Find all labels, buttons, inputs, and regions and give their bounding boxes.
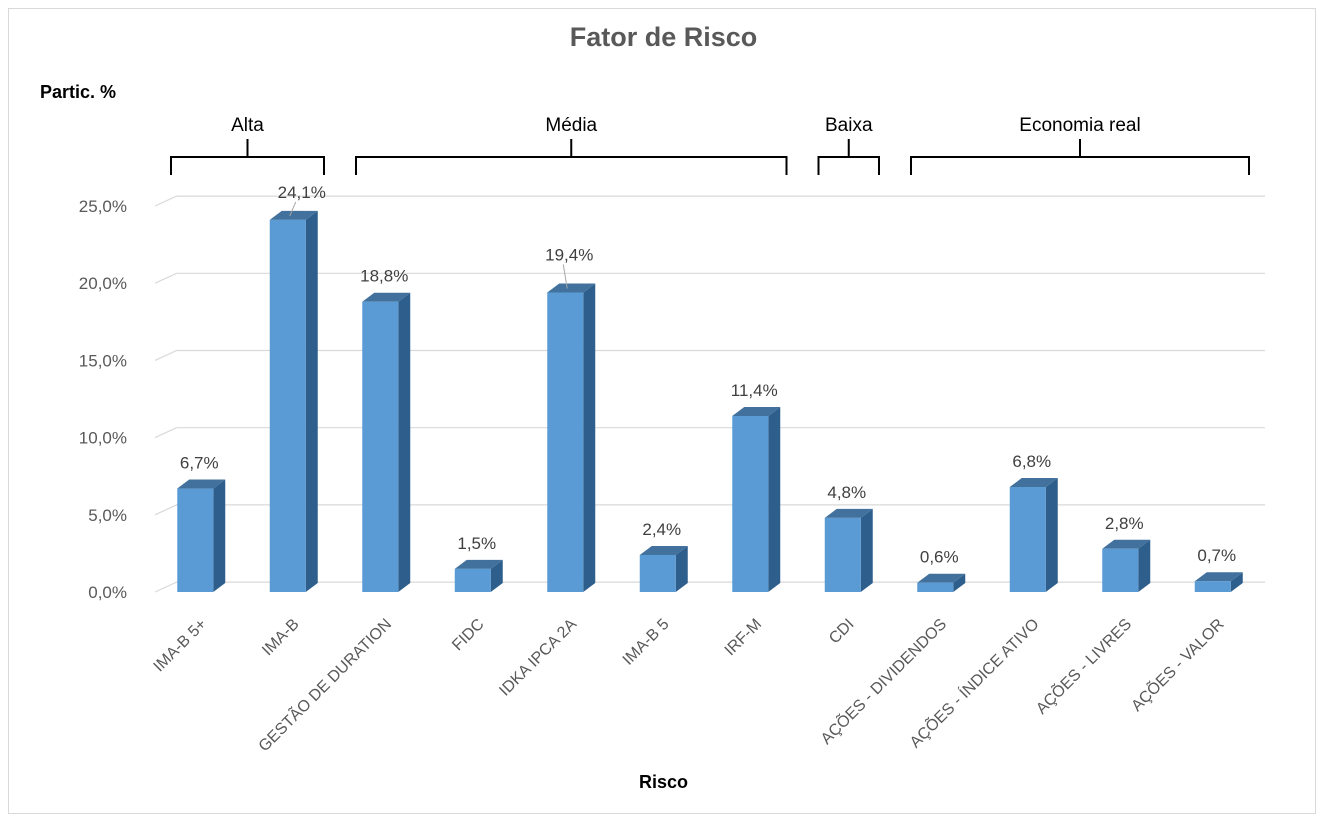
bar bbox=[824, 517, 861, 592]
y-tick-label: 10,0% bbox=[79, 429, 127, 448]
x-tick-label: AÇÕES - LIVRES bbox=[1031, 614, 1135, 718]
bar-side bbox=[953, 573, 966, 592]
leader-line bbox=[289, 201, 297, 217]
y-tick-label: 20,0% bbox=[79, 274, 127, 293]
bar-top bbox=[1009, 478, 1058, 488]
bar-side bbox=[768, 406, 781, 592]
x-tick-label: FIDC bbox=[449, 616, 487, 654]
bar bbox=[1102, 548, 1139, 592]
data-label: 0,7% bbox=[1197, 546, 1236, 565]
gridline bbox=[154, 195, 1265, 207]
group-label: Alta bbox=[231, 115, 264, 136]
bar-top bbox=[639, 545, 688, 555]
bar bbox=[1009, 487, 1046, 592]
bar-top bbox=[824, 508, 873, 518]
y-tick-label: 25,0% bbox=[79, 197, 127, 216]
chart-title: Fator de Risco bbox=[569, 22, 758, 52]
bar-top bbox=[1102, 539, 1151, 549]
x-tick-label: IMA-B 5 bbox=[620, 616, 673, 669]
bar-side bbox=[583, 283, 596, 592]
data-label: 2,4% bbox=[642, 520, 681, 539]
data-label: 1,5% bbox=[457, 534, 496, 553]
bar-top bbox=[269, 210, 318, 220]
bar bbox=[454, 568, 491, 592]
group-bracket bbox=[355, 139, 788, 175]
bar-top bbox=[177, 479, 226, 489]
data-label: 24,1% bbox=[278, 183, 326, 202]
group-bracket bbox=[817, 139, 880, 175]
data-label: 0,6% bbox=[920, 548, 959, 567]
bar-side bbox=[860, 508, 873, 592]
bar-side bbox=[398, 292, 411, 592]
x-tick-label: IDKA IPCA 2A bbox=[496, 616, 580, 700]
x-tick-label: AÇÕES - VALOR bbox=[1126, 614, 1227, 715]
data-label: 6,8% bbox=[1012, 452, 1051, 471]
chart-frame bbox=[8, 8, 1316, 814]
x-axis-title: Risco bbox=[638, 772, 689, 792]
bar bbox=[639, 554, 676, 592]
bar bbox=[917, 582, 954, 592]
data-label: 4,8% bbox=[827, 483, 866, 502]
group-bracket bbox=[910, 139, 1250, 175]
bar-side bbox=[1045, 478, 1058, 592]
gridline bbox=[154, 427, 1265, 439]
gridline bbox=[154, 349, 1265, 361]
y-tick-label: 15,0% bbox=[79, 351, 127, 370]
bar bbox=[362, 301, 399, 592]
x-tick-label: CDI bbox=[826, 616, 858, 648]
bar bbox=[1194, 581, 1231, 592]
group-label: Baixa bbox=[825, 115, 873, 136]
gridline bbox=[154, 581, 1265, 593]
data-label: 2,8% bbox=[1105, 514, 1144, 533]
leader-line bbox=[562, 264, 568, 289]
bar-side bbox=[213, 479, 226, 592]
bar-top bbox=[454, 559, 503, 569]
bar-top bbox=[547, 283, 596, 293]
y-tick-label: 5,0% bbox=[88, 506, 127, 525]
bar-top bbox=[732, 406, 781, 416]
bar bbox=[732, 415, 769, 592]
bar bbox=[547, 292, 584, 592]
bar bbox=[177, 488, 214, 592]
x-tick-label: IMA-B 5+ bbox=[151, 616, 210, 675]
bar-top bbox=[362, 292, 411, 302]
data-label: 18,8% bbox=[360, 267, 408, 286]
group-label: Economia real bbox=[1019, 115, 1140, 136]
x-tick-label: IMA-B bbox=[259, 616, 302, 659]
gridline bbox=[154, 272, 1265, 284]
y-tick-label: 0,0% bbox=[88, 583, 127, 602]
group-bracket bbox=[170, 139, 325, 175]
bar-side bbox=[1230, 572, 1243, 592]
bar-side bbox=[675, 545, 688, 592]
data-label: 11,4% bbox=[731, 381, 778, 400]
bar-top bbox=[1194, 572, 1243, 582]
bar-side bbox=[1138, 539, 1151, 592]
x-tick-label: IRF-M bbox=[722, 616, 765, 659]
bar bbox=[269, 219, 306, 592]
bar-side bbox=[490, 559, 503, 592]
bar-top bbox=[917, 573, 966, 583]
bar-side bbox=[305, 210, 318, 592]
gridline bbox=[154, 504, 1265, 516]
data-label: 19,4% bbox=[545, 245, 593, 264]
y-axis-title: Partic. % bbox=[40, 82, 117, 102]
data-label: 6,7% bbox=[180, 454, 219, 473]
group-label: Média bbox=[545, 115, 597, 136]
